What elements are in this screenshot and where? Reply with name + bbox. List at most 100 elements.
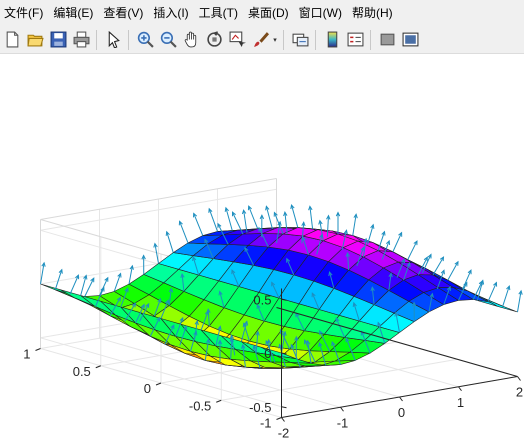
pointer-icon[interactable] (102, 29, 124, 51)
quiver-arrow-head (370, 286, 375, 292)
quiver-arrow (447, 261, 459, 281)
menu-item-3[interactable]: 插入(I) (153, 6, 189, 20)
quiver-arrow-head (258, 226, 263, 232)
quiver-arrow-head (170, 324, 175, 330)
quiver-arrow (407, 240, 418, 260)
quiver-arrow (347, 253, 350, 271)
y-tick-label: 1 (23, 347, 30, 362)
colorbar-icon[interactable] (321, 29, 343, 51)
data-cursor-icon[interactable] (226, 29, 248, 51)
quiver-arrow (80, 275, 87, 296)
quiver-arrow-head (255, 330, 260, 336)
quiver-arrow (381, 240, 390, 260)
quiver-arrow (256, 304, 265, 322)
pan-hand-icon[interactable] (180, 29, 202, 51)
quiver-arrow (377, 231, 385, 251)
quiver-arrow-head (165, 230, 170, 236)
quiver-arrow-head (205, 338, 211, 344)
toolbar-separator (96, 29, 97, 50)
quiver-arrow (120, 288, 129, 308)
y-tick (276, 417, 282, 420)
quiver-arrow-head (217, 222, 222, 228)
menu-item-0[interactable]: 文件(F) (4, 6, 44, 20)
quiver-arrow-head (75, 274, 80, 280)
quiver-arrow (160, 300, 169, 319)
zoom-in-icon[interactable] (134, 29, 156, 51)
quiver-arrow-head (429, 292, 434, 298)
quiver-arrow (458, 282, 468, 301)
quiver-arrow-head (100, 286, 105, 292)
quiver-arrow-head (256, 303, 261, 309)
quiver-arrow-head (304, 339, 309, 345)
quiver-arrow-head (319, 329, 324, 336)
rotate-3d-icon[interactable] (203, 29, 225, 51)
quiver-arrow-head (318, 219, 323, 225)
quiver-arrow-head (179, 316, 184, 322)
quiver-arrow-head (305, 339, 311, 345)
quiver-arrow-head (423, 256, 428, 262)
quiver-arrow (258, 227, 269, 248)
show-plot-tools-icon[interactable] (399, 29, 421, 51)
quiver-arrow-head (164, 299, 170, 305)
quiver-arrow-head (193, 330, 198, 336)
quiver-arrow (164, 324, 175, 345)
quiver-arrow (207, 309, 210, 327)
menu-item-2[interactable]: 查看(V) (103, 6, 144, 20)
menu-bar: 文件(F) 编辑(E) 查看(V) 插入(I) 工具(T) 桌面(D) 窗口(W) 帮助(H) (0, 0, 524, 26)
quiver-arrow (248, 206, 259, 229)
save-icon[interactable] (47, 29, 69, 51)
z-tick-label: 0 (264, 346, 271, 361)
print-icon[interactable] (70, 29, 92, 51)
quiver-arrow (295, 313, 305, 331)
quiver-arrow (54, 269, 63, 290)
quiver-arrow (166, 231, 174, 253)
z-tick (281, 298, 287, 301)
z-tick-label: 0.5 (253, 292, 271, 307)
quiver-arrow-head (411, 301, 417, 307)
quiver-arrow-head (290, 343, 295, 349)
x-tick-label: -1 (337, 415, 349, 430)
quiver-arrow (284, 212, 288, 235)
brush-icon[interactable] (249, 29, 271, 51)
menu-item-7[interactable]: 帮助(H) (351, 6, 393, 20)
quiver-arrow-head (156, 316, 161, 322)
menu-item-4[interactable]: 工具(T) (198, 6, 238, 20)
quiver-arrow-head (352, 301, 357, 307)
quiver-arrow (84, 278, 95, 297)
quiver-arrow-head (328, 270, 333, 277)
quiver-arrow-head (218, 290, 223, 296)
toolbar-separator (128, 29, 129, 50)
quiver-arrow (99, 277, 109, 296)
quiver-arrow (149, 317, 161, 337)
quiver-arrow (168, 288, 172, 306)
menu-item-1[interactable]: 编辑(E) (53, 6, 94, 20)
y-tick-label: -1 (260, 416, 272, 431)
x-tick (281, 417, 285, 422)
hide-plot-tools-icon[interactable] (376, 29, 398, 51)
brush-dropdown-icon[interactable]: ▾ (273, 36, 277, 44)
quiver-arrow-head (301, 221, 306, 227)
new-file-icon[interactable] (1, 29, 23, 51)
z-tick (281, 406, 287, 409)
quiver-arrow-head (286, 257, 291, 263)
zoom-out-icon[interactable] (157, 29, 179, 51)
quiver-arrow (179, 221, 189, 244)
quiver-arrow-head (247, 205, 252, 211)
quiver-arrow-head (398, 231, 403, 237)
quiver-arrow-head (467, 269, 472, 275)
figure-canvas[interactable]: -2 -1 0 1 2 -1 -0.5 0 0.5 1 -0.5 0 0.5 (0, 54, 524, 444)
toolbar-separator (370, 29, 371, 50)
quiver-arrow-head (479, 279, 485, 285)
quiver-arrow-head (180, 272, 185, 278)
quiver-arrow (331, 341, 341, 365)
link-plot-icon[interactable] (289, 29, 311, 51)
menu-item-5[interactable]: 桌面(D) (247, 6, 289, 20)
quiver-arrow (290, 344, 301, 368)
menu-item-6[interactable]: 窗口(W) (298, 6, 342, 20)
legend-icon[interactable] (344, 29, 366, 51)
quiver-arrow (335, 317, 346, 338)
quiver-arrow (179, 326, 187, 346)
quiver-arrow-head (345, 337, 350, 343)
open-folder-icon[interactable] (24, 29, 46, 51)
